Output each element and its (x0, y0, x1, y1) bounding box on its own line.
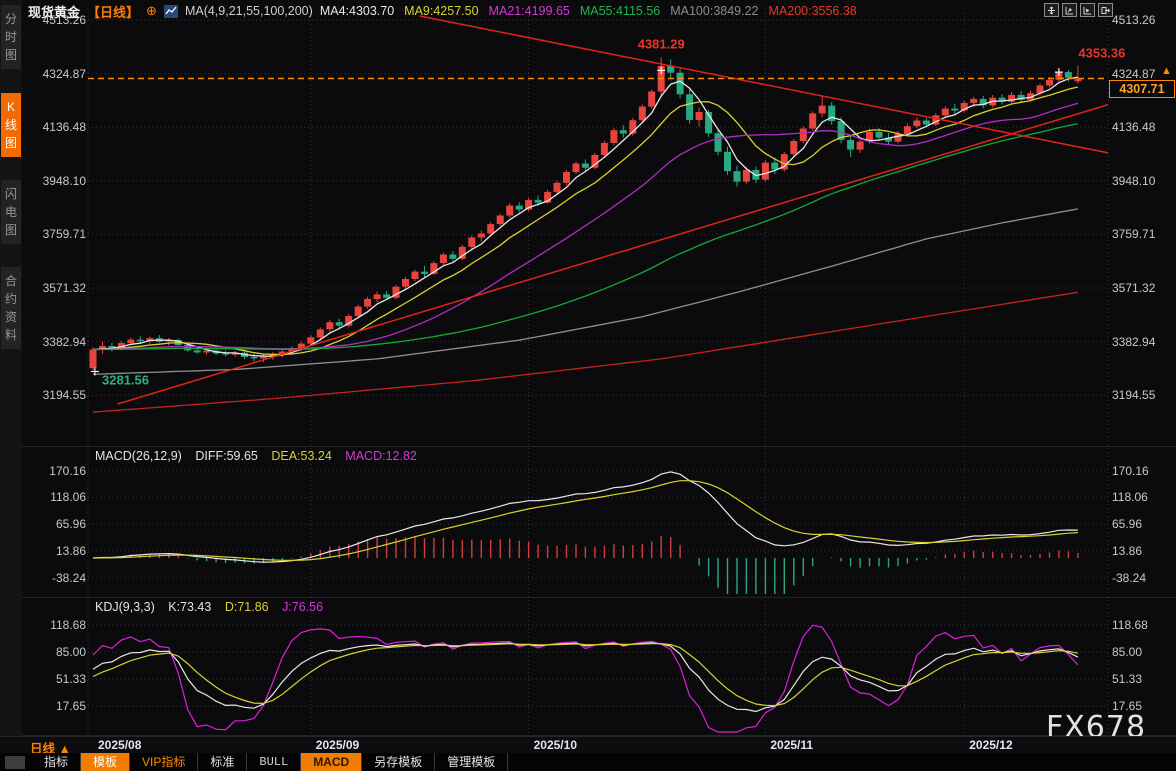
ma-value-label: MA4:4303.70 (319, 4, 395, 18)
ma-value-label: MA55:4115.56 (579, 4, 661, 18)
macd-dea-value: DEA:53.24 (271, 449, 332, 463)
time-axis-label: 2025/08 (98, 738, 142, 752)
macd-diff-value: DIFF:59.65 (195, 449, 258, 463)
price-tick-label: 51.33 (55, 671, 86, 686)
ma-group-label: MA(4,9,21,55,100,200) (184, 4, 313, 18)
price-tick-label: 3194.55 (1112, 388, 1156, 403)
price-tick-label: -38.24 (1112, 570, 1147, 585)
price-tick-label: 3194.55 (42, 388, 86, 403)
price-tick-label: 4324.87 (42, 66, 86, 81)
sidebar-tab-3[interactable]: 闪电图 (1, 180, 21, 244)
kdj-j-value: J:76.56 (282, 600, 324, 614)
collapse-panel-icon[interactable] (1098, 3, 1113, 17)
price-tick-label: 4324.87 (1112, 66, 1156, 81)
chart-canvas[interactable]: 4381.29 4353.36 3281.56 (0, 0, 1176, 736)
price-tick-label: 17.65 (55, 699, 86, 713)
bottom-toolbar: 指标 模板 VIP指标 标准 BULL MACD 另存模板 管理模板 (0, 753, 1176, 771)
ma-values: MA4:4303.70 MA9:4257.50 MA21:4199.65 MA55:4… (320, 4, 867, 18)
kdj-label-row: KDJ(9,3,3) K:73.43 D:71.86 J:76.56 (95, 600, 333, 614)
time-axis-label: 2025/09 (315, 738, 360, 752)
candles (89, 57, 1082, 371)
period-badge[interactable]: 【日线】 (87, 4, 140, 20)
toolbar-item[interactable]: 管理模板 (435, 753, 509, 771)
ma-value-label: MA21:4199.65 (488, 4, 570, 18)
toolbar-item[interactable]: MACD (301, 753, 363, 771)
price-tick-label: 118.06 (50, 490, 86, 505)
price-tick-label: 118.68 (1112, 617, 1148, 632)
price-tick-label: -38.24 (51, 570, 86, 585)
macd-pane (92, 471, 1079, 594)
crosshair-move-icon[interactable] (1044, 3, 1059, 17)
add-overlay-icon[interactable]: ⊕ (146, 3, 157, 18)
price-tick-label: 3571.32 (1112, 281, 1156, 295)
price-tick-label: 3382.94 (1112, 334, 1156, 349)
axis-scale-right-icon[interactable] (1080, 3, 1095, 17)
time-axis-label: 2025/11 (770, 738, 814, 752)
price-tick-label: 4513.26 (42, 13, 86, 27)
toolbar-item[interactable]: VIP指标 (130, 753, 199, 771)
ma-value-label: MA200:3556.38 (768, 4, 857, 18)
price-tick-label: 51.33 (1112, 671, 1143, 686)
period-selector[interactable]: 日线 ▲ (30, 742, 71, 756)
price-tick-label: 4136.48 (1112, 120, 1156, 135)
price-tick-label: 118.06 (1112, 490, 1148, 505)
price-tick-label: 13.86 (55, 543, 86, 558)
window-buttons (1044, 3, 1113, 17)
toolbar-item[interactable]: 另存模板 (362, 753, 436, 771)
sidebar-tab-1[interactable]: 分时图 (1, 5, 21, 69)
price-tick-label: 3382.94 (42, 334, 86, 349)
price-tick-label: 85.00 (55, 644, 86, 659)
price-tick-label: 4513.26 (1112, 13, 1156, 27)
ma-value-label: MA9:4257.50 (404, 4, 479, 18)
price-annotation: 4381.29 (638, 37, 685, 52)
kdj-d-value: D:71.86 (224, 600, 269, 614)
time-axis: 日线 ▲ 2025/08 2025/09 2025/10 2025/11 2025/12 (0, 736, 1176, 756)
kdj-k-value: K:73.43 (168, 600, 212, 614)
price-tick-label: 3759.71 (42, 227, 86, 242)
kdj-title: KDJ(9,3,3) (95, 600, 155, 614)
price-annotation: 4353.36 (1078, 46, 1125, 61)
price-tick-label: 65.96 (55, 517, 86, 532)
sidebar-tab-4[interactable]: 合约资料 (1, 267, 21, 349)
toolbar-item[interactable]: 指标 (32, 753, 82, 771)
axis-scale-up-icon[interactable] (1062, 3, 1077, 17)
price-tick-label: 118.68 (50, 617, 86, 632)
price-tick-label: 13.86 (1112, 543, 1143, 558)
time-axis-label: 2025/12 (969, 738, 1013, 752)
price-tick-label: 4136.48 (42, 120, 86, 135)
kdj-pane (92, 624, 1079, 733)
toolbar-item[interactable]: 模板 (81, 753, 131, 771)
ma-value-label: MA100:3849.22 (670, 4, 759, 18)
toolbar-item[interactable]: BULL (247, 753, 302, 771)
price-tick-label: 65.96 (1112, 517, 1143, 532)
price-tick-label: 3948.10 (1112, 173, 1156, 188)
trendlines[interactable] (117, 15, 1161, 405)
price-tick-label: 170.16 (1112, 463, 1149, 478)
price-tick-label: 3759.71 (1112, 227, 1156, 242)
price-tick-label: 17.65 (1112, 699, 1143, 713)
price-up-arrow-icon: ▲ (1161, 65, 1172, 77)
macd-macd-value: MACD:12.82 (345, 449, 417, 463)
time-axis-label: 2025/10 (533, 738, 577, 752)
macd-title: MACD(26,12,9) (95, 449, 182, 463)
macd-label-row: MACD(26,12,9) DIFF:59.65 DEA:53.24 MACD:… (95, 449, 427, 463)
toolbar-item[interactable]: 标准 (198, 753, 248, 771)
chart-type-icon[interactable] (163, 4, 178, 18)
price-tick-label: 3948.10 (42, 173, 86, 188)
chart-header: 现货黄金 【日线】 ⊕ MA(4,9,21,55,100,200) MA4:43… (28, 3, 867, 20)
last-price-box: 4307.71 (1109, 80, 1175, 99)
price-annotation: 3281.56 (102, 373, 149, 388)
price-tick-label: 170.16 (49, 463, 86, 478)
panel-toggle-button[interactable] (5, 755, 25, 769)
price-tick-label: 3571.32 (42, 281, 86, 295)
price-tick-label: 85.00 (1112, 644, 1143, 659)
symbol-title: 现货黄金 (28, 4, 81, 20)
